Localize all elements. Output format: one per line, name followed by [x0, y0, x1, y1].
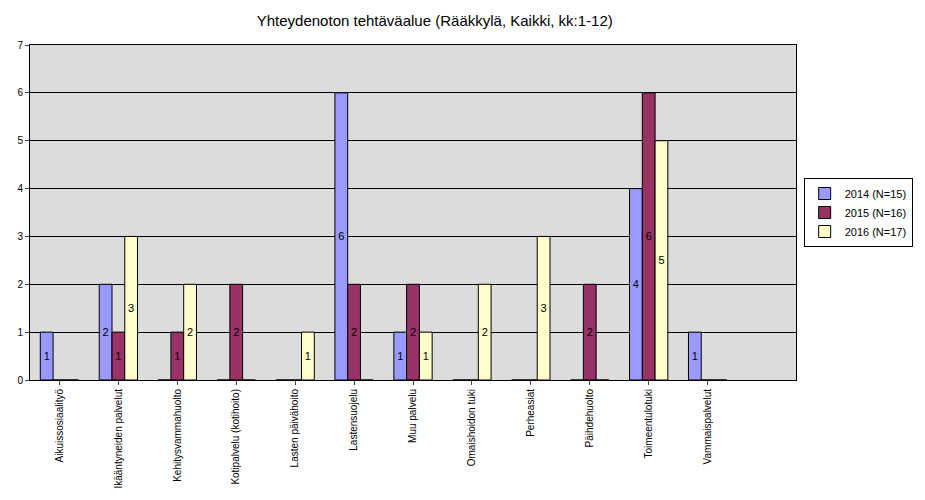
- svg-text:Kehitysvammahuolto: Kehitysvammahuolto: [172, 389, 183, 482]
- svg-text:3: 3: [17, 231, 23, 242]
- svg-text:6: 6: [338, 230, 344, 242]
- svg-text:7: 7: [17, 40, 23, 51]
- svg-text:Päihdehuolto: Päihdehuolto: [584, 389, 595, 448]
- svg-text:6: 6: [17, 87, 23, 98]
- svg-text:2: 2: [351, 326, 357, 338]
- svg-text:Lasten päivähoito: Lasten päivähoito: [289, 389, 300, 468]
- svg-text:1: 1: [692, 350, 698, 362]
- svg-text:1: 1: [423, 350, 429, 362]
- svg-text:2: 2: [587, 326, 593, 338]
- svg-text:5: 5: [17, 135, 23, 146]
- svg-text:1: 1: [44, 350, 50, 362]
- svg-text:2: 2: [410, 326, 416, 338]
- svg-text:Muu palvelu: Muu palvelu: [407, 389, 418, 443]
- svg-text:2016 (N=17): 2016 (N=17): [845, 226, 906, 238]
- svg-text:1: 1: [174, 350, 180, 362]
- svg-text:3: 3: [128, 302, 134, 314]
- svg-text:Kotipalvelu (kotihoito): Kotipalvelu (kotihoito): [230, 389, 241, 485]
- svg-text:Yhteydenoton tehtäväalue (Rääk: Yhteydenoton tehtäväalue (Rääkkylä, Kaik…: [257, 12, 613, 29]
- svg-text:2015 (N=16): 2015 (N=16): [845, 207, 906, 219]
- svg-text:Toimeentulotuki: Toimeentulotuki: [643, 389, 654, 458]
- svg-text:6: 6: [646, 230, 652, 242]
- svg-text:5: 5: [658, 254, 664, 266]
- svg-text:Ikääntyneiden palvelut: Ikääntyneiden palvelut: [113, 389, 124, 489]
- svg-text:1: 1: [305, 350, 311, 362]
- svg-text:2: 2: [103, 326, 109, 338]
- svg-text:1: 1: [17, 327, 23, 338]
- svg-text:Aikuissosiaalityö: Aikuissosiaalityö: [54, 389, 65, 463]
- svg-text:2: 2: [17, 279, 23, 290]
- svg-text:1: 1: [397, 350, 403, 362]
- svg-text:Perheasiat: Perheasiat: [525, 389, 536, 437]
- svg-text:3: 3: [541, 302, 547, 314]
- svg-text:2014 (N=15): 2014 (N=15): [845, 188, 906, 200]
- svg-text:2: 2: [233, 326, 239, 338]
- svg-text:Vammaispalvelut: Vammaispalvelut: [702, 389, 713, 465]
- svg-text:0: 0: [17, 375, 23, 386]
- svg-text:2: 2: [187, 326, 193, 338]
- svg-text:Lastensuojelu: Lastensuojelu: [348, 389, 359, 451]
- svg-text:2: 2: [482, 326, 488, 338]
- svg-text:Omaishoidon tuki: Omaishoidon tuki: [466, 389, 477, 466]
- svg-text:1: 1: [115, 350, 121, 362]
- svg-text:4: 4: [633, 278, 639, 290]
- svg-text:4: 4: [17, 183, 23, 194]
